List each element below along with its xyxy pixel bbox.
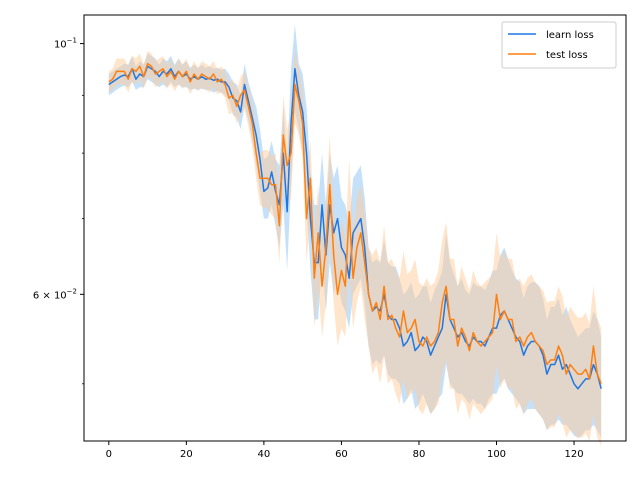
x-tick-label: 40 [258,449,271,460]
line-test-loss [108,62,602,385]
band-test-loss [108,48,602,447]
y-tick-label: 6 × 10−2 [33,287,77,301]
x-axis: 0 20 40 60 80 100 120 [106,441,584,460]
legend-box [501,21,617,69]
x-tick-label: 60 [335,449,348,460]
x-tick-label: 80 [413,449,426,460]
legend: learn loss test loss [501,21,617,69]
x-tick-label: 100 [487,449,506,460]
x-tick-label: 20 [180,449,193,460]
x-tick-label: 120 [565,449,584,460]
x-tick-label: 0 [106,449,112,460]
series-lines [108,62,602,390]
confidence-bands [108,24,602,447]
y-tick-label: 10−1 [54,37,77,51]
legend-label-learn-loss: learn loss [546,30,594,41]
plot-frame [83,14,627,442]
y-axis: 10−1 6 × 10−2 [33,37,84,385]
line-learn-loss [108,65,602,390]
legend-label-test-loss: test loss [546,50,588,61]
